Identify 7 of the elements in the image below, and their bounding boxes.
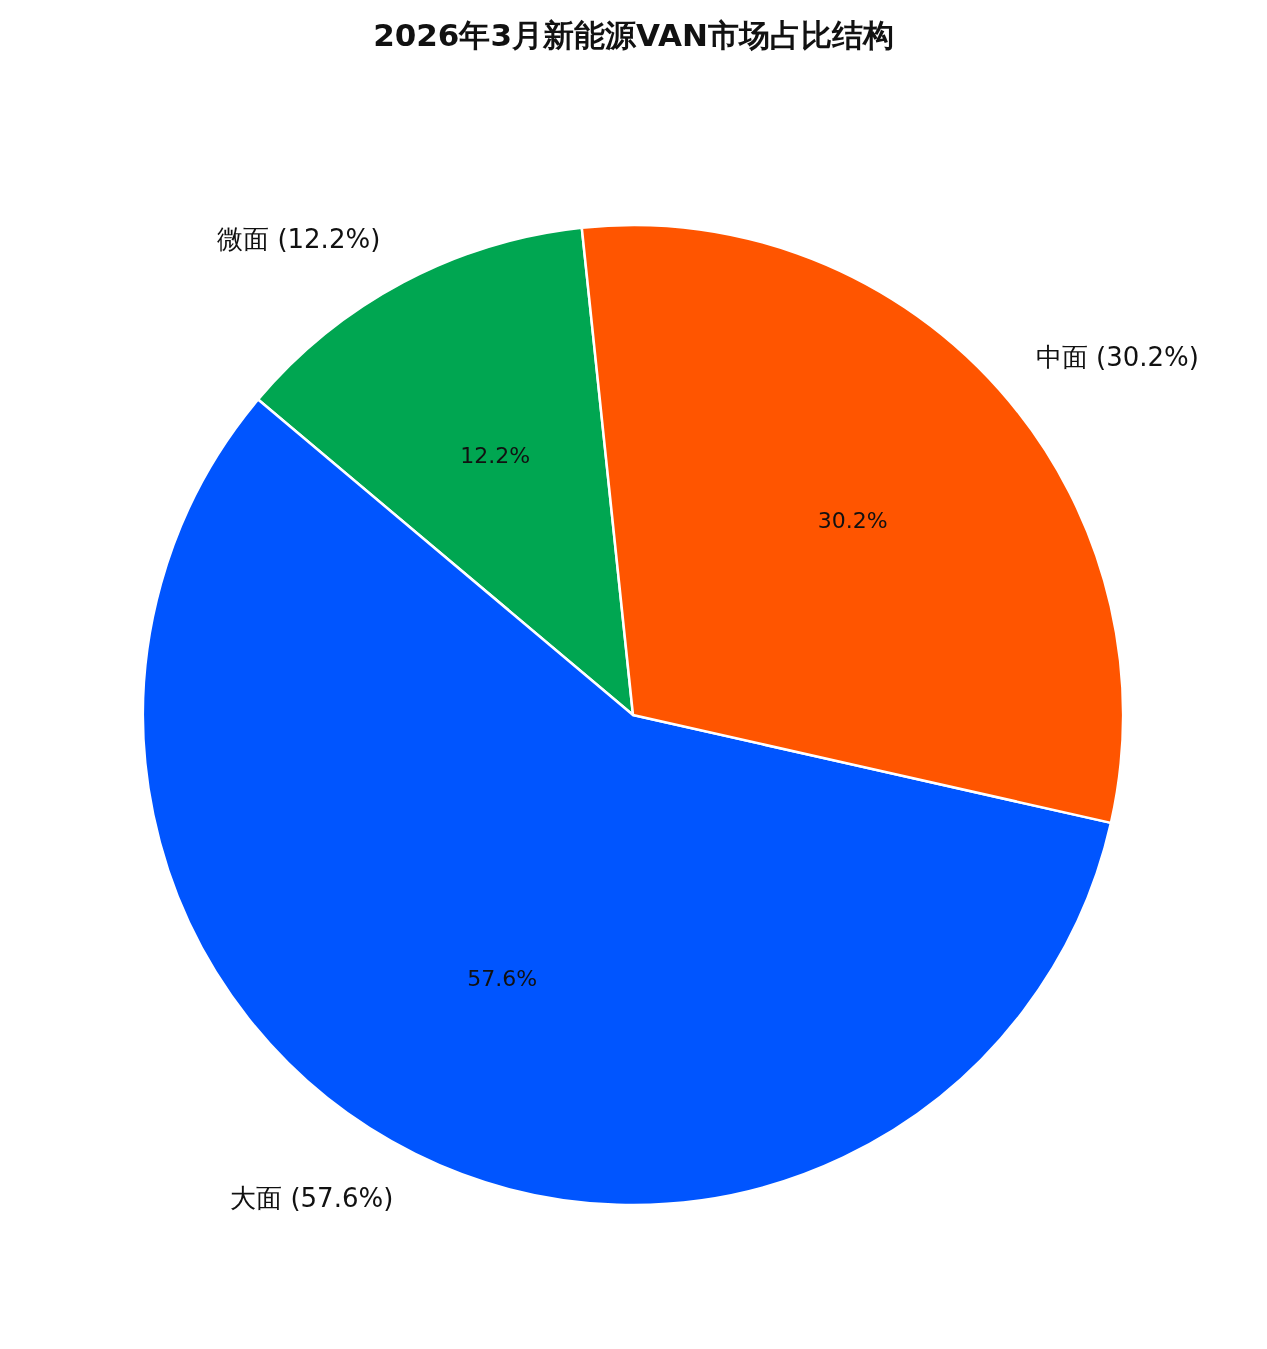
chart-title: 2026年3月新能源VAN市场占比结构	[373, 17, 894, 53]
slice-label: 中面 (30.2%)	[1035, 341, 1199, 372]
data-label: 12.2%	[460, 443, 531, 469]
data-label: 57.6%	[467, 966, 538, 992]
data-label: 30.2%	[817, 507, 888, 533]
slice-label: 微面 (12.2%)	[217, 223, 381, 254]
slice-label: 大面 (57.6%)	[230, 1182, 394, 1213]
